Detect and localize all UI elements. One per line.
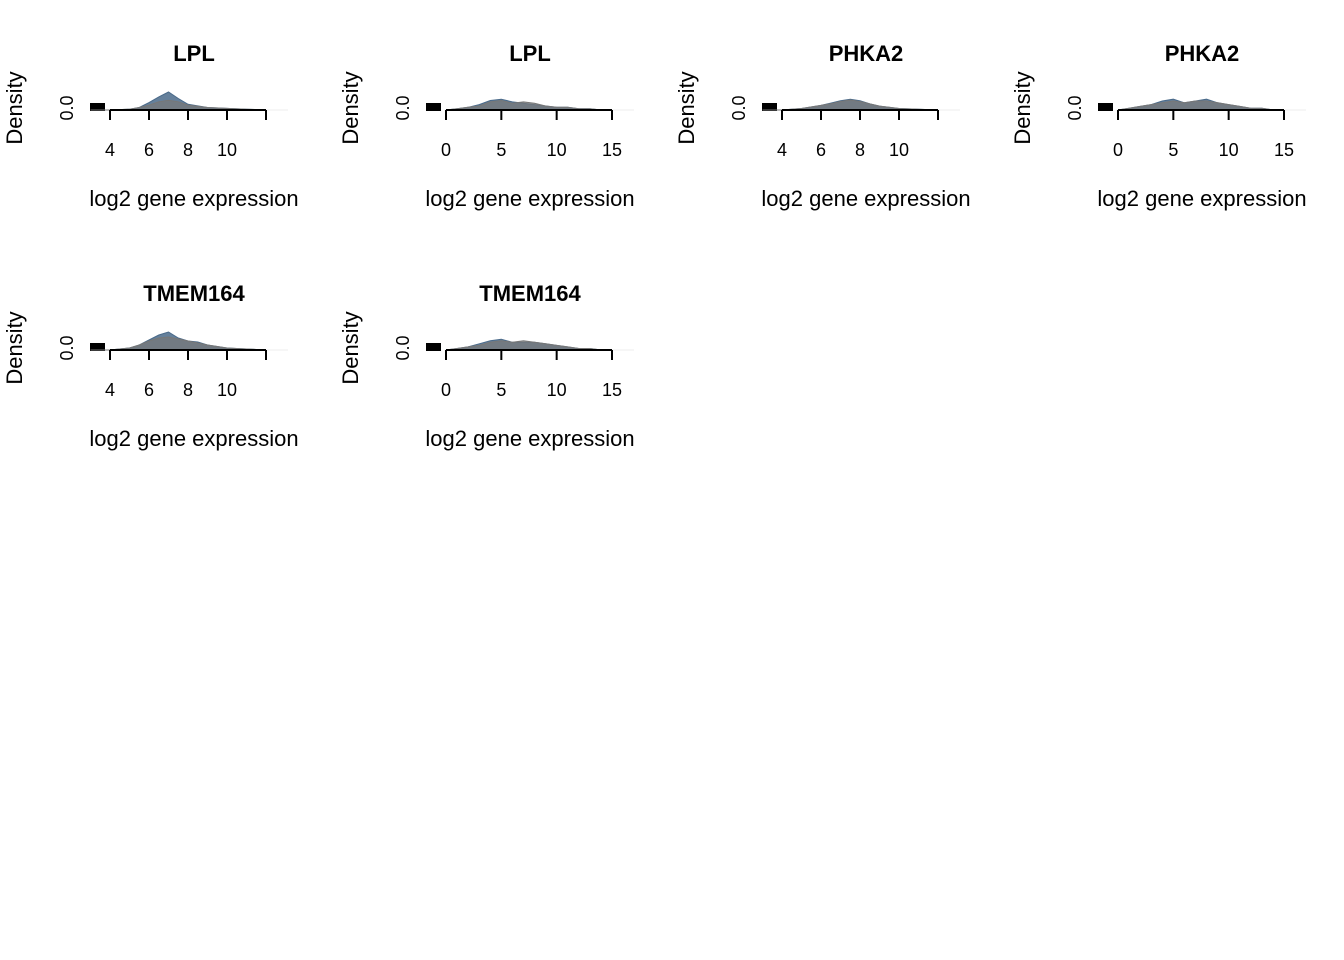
- density-chart: LPL Density 0.0 4 6 8 10 log2 gene expression: [2, 41, 299, 211]
- density-panel: PHKA2 Density 0.0 0 5 10 15 log2 gene expressio…: [1008, 0, 1344, 240]
- x-tick-label: 0: [441, 140, 451, 160]
- y-tick-label: 0.0: [57, 95, 77, 120]
- x-tick-label: 10: [547, 140, 567, 160]
- x-tick-label: 10: [217, 140, 237, 160]
- x-tick-label: 8: [183, 380, 193, 400]
- density-panel: TMEM164 Density 0.0 0 5 10 15 log2 gene express…: [336, 240, 672, 480]
- density-curve: [445, 99, 612, 111]
- density-chart: PHKA2 Density 0.0 0 5 10 15 log2 gene expressio…: [1010, 41, 1307, 211]
- density-chart: TMEM164 Density 0.0 0 5 10 15 log2 gene express…: [338, 281, 635, 451]
- legend-marker: [426, 103, 441, 111]
- density-curve: [762, 99, 939, 111]
- density-area: [90, 92, 266, 110]
- y-axis-label: Density: [1010, 71, 1035, 144]
- x-tick-label: 6: [816, 140, 826, 160]
- x-tick-label: 4: [105, 380, 115, 400]
- y-axis-label: Density: [2, 311, 27, 384]
- density-curve: [445, 340, 612, 351]
- x-tick-label: 10: [217, 380, 237, 400]
- x-tick-label: 10: [889, 140, 909, 160]
- chart-title: LPL: [173, 41, 215, 66]
- chart-title: TMEM164: [479, 281, 581, 306]
- x-tick-label: 8: [855, 140, 865, 160]
- y-axis-label: Density: [338, 311, 363, 384]
- x-tick-label: 5: [496, 380, 506, 400]
- x-tick-label: 10: [1219, 140, 1239, 160]
- x-tick-label: 4: [777, 140, 787, 160]
- density-curve: [90, 336, 267, 351]
- legend-marker: [90, 103, 105, 111]
- density-chart: PHKA2 Density 0.0 4 6 8 10 log2 gene expression: [674, 41, 971, 211]
- x-tick-label: 15: [602, 380, 622, 400]
- density-curve: [1117, 100, 1284, 111]
- x-tick-label: 8: [183, 140, 193, 160]
- y-axis-label: Density: [338, 71, 363, 144]
- x-tick-label: 6: [144, 380, 154, 400]
- x-axis-label: log2 gene expression: [1097, 186, 1306, 211]
- density-panel: LPL Density 0.0 0 5 10 15 log2 gene expression: [336, 0, 672, 240]
- y-tick-label: 0.0: [393, 335, 413, 360]
- x-tick-label: 5: [1168, 140, 1178, 160]
- x-tick-label: 10: [547, 380, 567, 400]
- y-tick-label: 0.0: [729, 95, 749, 120]
- legend-marker: [762, 103, 777, 111]
- x-tick-label: 0: [441, 380, 451, 400]
- legend-marker: [426, 343, 441, 351]
- chart-title: PHKA2: [829, 41, 904, 66]
- density-chart: TMEM164 Density 0.0 4 6 8 10 log2 gene expressi…: [2, 281, 299, 451]
- x-axis-label: log2 gene expression: [89, 426, 298, 451]
- density-panel: LPL Density 0.0 4 6 8 10 log2 gene expression: [0, 0, 336, 240]
- density-area: [446, 100, 612, 110]
- density-area: [90, 100, 266, 110]
- density-panel: TMEM164 Density 0.0 4 6 8 10 log2 gene expressi…: [0, 240, 336, 480]
- chart-title: LPL: [509, 41, 551, 66]
- x-tick-label: 6: [144, 140, 154, 160]
- x-tick-label: 0: [1113, 140, 1123, 160]
- y-tick-label: 0.0: [57, 335, 77, 360]
- density-chart: LPL Density 0.0 0 5 10 15 log2 gene expression: [338, 41, 635, 211]
- x-axis-label: log2 gene expression: [425, 426, 634, 451]
- legend-marker: [90, 343, 105, 351]
- legend-marker: [1098, 103, 1113, 111]
- chart-title: TMEM164: [143, 281, 245, 306]
- y-axis-label: Density: [674, 71, 699, 144]
- density-area: [1118, 101, 1284, 110]
- y-tick-label: 0.0: [1065, 95, 1085, 120]
- chart-title: PHKA2: [1165, 41, 1240, 66]
- x-tick-label: 5: [496, 140, 506, 160]
- x-axis-label: log2 gene expression: [761, 186, 970, 211]
- x-axis-label: log2 gene expression: [89, 186, 298, 211]
- x-tick-label: 15: [1274, 140, 1294, 160]
- y-tick-label: 0.0: [393, 95, 413, 120]
- x-axis-label: log2 gene expression: [425, 186, 634, 211]
- density-panel: PHKA2 Density 0.0 4 6 8 10 log2 gene expression: [672, 0, 1008, 240]
- x-tick-label: 15: [602, 140, 622, 160]
- y-axis-label: Density: [2, 71, 27, 144]
- density-area: [762, 100, 938, 110]
- x-tick-label: 4: [105, 140, 115, 160]
